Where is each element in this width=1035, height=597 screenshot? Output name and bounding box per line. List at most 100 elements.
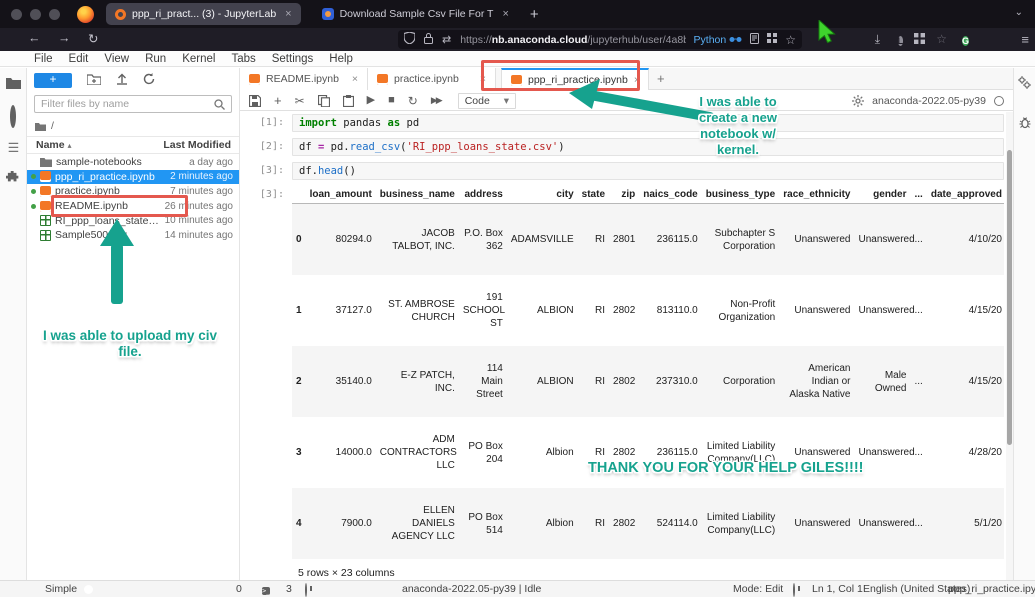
kernel-session-count[interactable]: 0 xyxy=(236,583,242,595)
url-bar[interactable]: ⇄ https://nb.anaconda.cloud/jupyterhub/u… xyxy=(398,30,802,49)
grammarly-extension-icon[interactable]: G xyxy=(961,36,969,46)
menu-item-tabs[interactable]: Tabs xyxy=(231,52,256,65)
file-row-sample-notebooks[interactable]: sample-notebooks a day ago xyxy=(27,155,239,170)
table-cell: RI xyxy=(595,447,606,458)
menu-item-kernel[interactable]: Kernel xyxy=(182,52,216,65)
save-button[interactable] xyxy=(249,94,261,107)
url-text[interactable]: https://nb.anaconda.cloud/jupyterhub/use… xyxy=(460,33,686,46)
kernel-status-icon[interactable] xyxy=(994,95,1004,106)
paste-button[interactable] xyxy=(342,94,354,107)
back-button[interactable]: ← xyxy=(28,31,41,45)
menu-item-settings[interactable]: Settings xyxy=(271,52,314,65)
annotation-box-csv-file xyxy=(51,195,188,217)
permissions-icon[interactable]: ⇄ xyxy=(442,34,452,46)
macos-traffic-lights[interactable] xyxy=(11,8,60,20)
file-row-RI_ppp_loans_state.csv[interactable]: RI_ppp_loans_state.csv 10 minutes ago xyxy=(27,213,239,228)
file-row-practice.ipynb[interactable]: practice.ipynb 7 minutes ago xyxy=(27,184,239,199)
running-kernels-tab-icon[interactable] xyxy=(10,105,16,128)
close-tab-icon[interactable]: × xyxy=(351,73,358,85)
stop-button[interactable]: ■ xyxy=(388,94,395,106)
menu-item-run[interactable]: Run xyxy=(145,52,167,65)
reload-button[interactable]: ↻ xyxy=(88,32,99,46)
kernel-running-dot xyxy=(30,203,36,209)
file-filter-input[interactable] xyxy=(41,98,191,110)
python-badge[interactable]: Python xyxy=(693,33,727,46)
minimize-window-button[interactable] xyxy=(30,8,41,20)
notebook-cells[interactable]: [1]: import pandas as pd [2]: df = pd.read_… xyxy=(240,112,1006,580)
new-launcher-button[interactable]: + xyxy=(34,73,72,88)
code-cell[interactable]: [3]: df.head() xyxy=(240,162,1006,180)
restart-button[interactable]: ↻ xyxy=(407,93,418,108)
file-row-Sample500.csv[interactable]: Sample500.csv 14 minutes ago xyxy=(27,228,239,243)
extensions-icon[interactable] xyxy=(914,33,925,47)
file-modified: 2 minutes ago xyxy=(170,171,233,183)
bookmark-star-icon[interactable]: ☆ xyxy=(785,32,796,47)
cut-button[interactable]: ✂ xyxy=(294,93,305,108)
tab-overflow-chevron-icon[interactable]: ⌄ xyxy=(1014,7,1023,18)
notebook-scrollbar[interactable] xyxy=(1006,112,1013,580)
table-cell: RI xyxy=(595,234,606,245)
zoom-window-button[interactable] xyxy=(49,8,60,20)
lock-icon[interactable] xyxy=(424,32,433,47)
file-row-ppp_ri_practice.ipynb[interactable]: ppp_ri_practice.ipynb 2 minutes ago xyxy=(27,169,239,185)
table-cell: 14000.0 xyxy=(335,447,372,458)
file-row-README.ipynb[interactable]: README.ipynb 26 minutes ago xyxy=(27,199,239,214)
cell-editor[interactable]: df = pd.read_csv('RI_ppp_loans_state.csv… xyxy=(292,138,1004,156)
bell-icon[interactable] xyxy=(305,583,307,597)
doc-tab-README.ipynb[interactable]: README.ipynb × xyxy=(240,68,368,90)
shortcuts-icon[interactable] xyxy=(767,33,778,46)
downloads-icon[interactable]: ⤓ xyxy=(874,32,880,46)
code-cell[interactable]: [2]: df = pd.read_csv('RI_ppp_loans_state… xyxy=(240,138,1006,156)
run-button[interactable]: ▶ xyxy=(366,94,376,106)
new-folder-button[interactable] xyxy=(86,73,102,88)
browser-tab-download-csv[interactable]: Download Sample Csv File For T × xyxy=(313,3,518,25)
star-dim-icon[interactable]: ☆ xyxy=(936,32,947,46)
file-modified: 26 minutes ago xyxy=(164,200,233,212)
cell-type-dropdown[interactable]: Code ▾ xyxy=(457,92,517,109)
gear-icon[interactable] xyxy=(852,94,865,107)
add-button[interactable]: + xyxy=(274,93,282,108)
language-indicator[interactable]: English (United States) xyxy=(863,583,971,595)
kernel-status-text[interactable]: anaconda-2022.05-py39 | Idle xyxy=(402,583,542,595)
table-cell: 4/15/20 xyxy=(968,376,1002,387)
terminal-session-count[interactable]: 3 xyxy=(286,583,292,595)
file-browser-tab-icon[interactable] xyxy=(5,76,21,94)
close-tab-icon[interactable]: × xyxy=(633,74,640,86)
account-icon[interactable]: L xyxy=(897,36,903,46)
tracking-shield-icon[interactable] xyxy=(403,31,416,47)
close-tab-icon[interactable]: × xyxy=(502,8,509,20)
table-cell: Unanswered xyxy=(794,305,851,316)
menu-item-help[interactable]: Help xyxy=(329,52,353,65)
code-cell[interactable]: [1]: import pandas as pd xyxy=(240,114,1006,132)
browser-tab-jupyterlab[interactable]: ppp_ri_pract... (3) - JupyterLab × xyxy=(106,3,301,25)
cell-editor[interactable]: import pandas as pd xyxy=(292,114,1004,132)
property-inspector-icon[interactable] xyxy=(1018,76,1031,94)
scrollbar-thumb[interactable] xyxy=(1007,150,1012,445)
menu-item-edit[interactable]: Edit xyxy=(68,52,89,65)
menu-item-view[interactable]: View xyxy=(104,52,130,65)
menu-item-file[interactable]: File xyxy=(34,52,53,65)
file-list-header[interactable]: Name ▴ Last Modified xyxy=(27,136,239,154)
file-filter-box[interactable] xyxy=(34,95,232,113)
upload-button[interactable] xyxy=(116,73,128,88)
breadcrumb[interactable]: / xyxy=(27,113,239,136)
copy-button[interactable] xyxy=(317,94,330,107)
hamburger-menu-icon[interactable]: ≡ xyxy=(1021,32,1029,47)
debugger-bug-icon[interactable] xyxy=(1019,116,1031,134)
fast-forward-button[interactable]: ▶▶ xyxy=(430,95,443,105)
cursor-position[interactable]: Ln 1, Col 1 xyxy=(812,583,863,595)
notification-icon[interactable] xyxy=(793,583,795,597)
close-tab-icon[interactable]: × xyxy=(285,8,292,20)
kernel-name[interactable]: anaconda-2022.05-py39 xyxy=(872,94,986,107)
new-tab-button[interactable]: + xyxy=(529,5,539,23)
refresh-files-button[interactable] xyxy=(143,73,155,88)
close-window-button[interactable] xyxy=(11,8,22,20)
extension-manager-tab-icon[interactable] xyxy=(6,170,20,189)
table-of-contents-tab-icon[interactable]: ☰ xyxy=(7,140,20,155)
doc-tab-ppp_ri_practice.ipynb[interactable]: ppp_ri_practice.ipynb × xyxy=(501,68,649,90)
new-doc-tab-button[interactable]: + xyxy=(657,71,665,86)
cell-editor[interactable]: df.head() xyxy=(292,162,1004,180)
forward-button[interactable]: → xyxy=(58,31,71,45)
doc-tab-practice.ipynb[interactable]: practice.ipynb × xyxy=(368,68,496,90)
reader-mode-icon[interactable] xyxy=(750,32,760,47)
